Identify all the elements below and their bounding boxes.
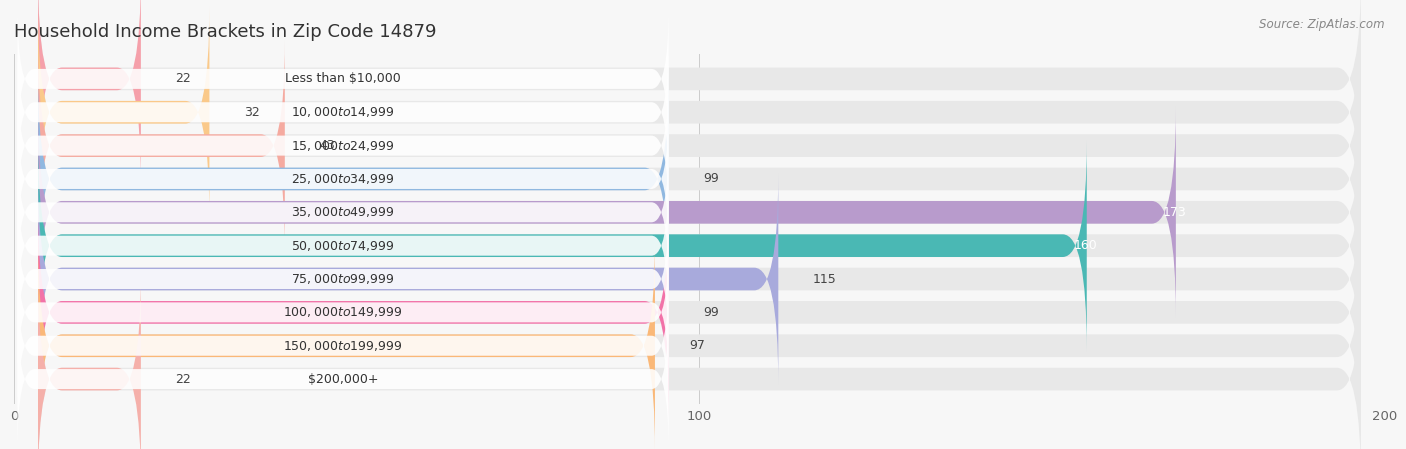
FancyBboxPatch shape — [38, 40, 1361, 251]
FancyBboxPatch shape — [38, 174, 779, 384]
FancyBboxPatch shape — [38, 207, 1361, 418]
Text: 115: 115 — [813, 273, 837, 286]
FancyBboxPatch shape — [17, 172, 669, 319]
Text: 160: 160 — [1073, 239, 1097, 252]
Text: $200,000+: $200,000+ — [308, 373, 378, 386]
Text: 99: 99 — [703, 172, 718, 185]
FancyBboxPatch shape — [38, 140, 1361, 351]
FancyBboxPatch shape — [38, 0, 1361, 184]
Text: $50,000 to $74,999: $50,000 to $74,999 — [291, 239, 395, 253]
Text: 99: 99 — [703, 306, 718, 319]
Text: 173: 173 — [1163, 206, 1187, 219]
FancyBboxPatch shape — [38, 240, 1361, 449]
Text: 97: 97 — [689, 339, 704, 352]
Text: Household Income Brackets in Zip Code 14879: Household Income Brackets in Zip Code 14… — [14, 23, 436, 41]
FancyBboxPatch shape — [17, 273, 669, 419]
FancyBboxPatch shape — [38, 274, 141, 449]
FancyBboxPatch shape — [38, 74, 1361, 284]
Text: Less than $10,000: Less than $10,000 — [285, 72, 401, 85]
FancyBboxPatch shape — [17, 306, 669, 449]
Text: $25,000 to $34,999: $25,000 to $34,999 — [291, 172, 395, 186]
FancyBboxPatch shape — [17, 39, 669, 185]
FancyBboxPatch shape — [38, 7, 1361, 218]
Text: Source: ZipAtlas.com: Source: ZipAtlas.com — [1260, 18, 1385, 31]
FancyBboxPatch shape — [38, 240, 655, 449]
FancyBboxPatch shape — [38, 40, 285, 251]
Text: $150,000 to $199,999: $150,000 to $199,999 — [284, 339, 402, 353]
Text: 43: 43 — [319, 139, 335, 152]
FancyBboxPatch shape — [17, 72, 669, 219]
Text: 22: 22 — [176, 72, 191, 85]
FancyBboxPatch shape — [38, 274, 1361, 449]
FancyBboxPatch shape — [38, 74, 669, 284]
Text: $75,000 to $99,999: $75,000 to $99,999 — [291, 272, 395, 286]
Text: $10,000 to $14,999: $10,000 to $14,999 — [291, 105, 395, 119]
FancyBboxPatch shape — [38, 174, 1361, 384]
Text: $35,000 to $49,999: $35,000 to $49,999 — [291, 205, 395, 219]
FancyBboxPatch shape — [38, 107, 1175, 318]
Text: 22: 22 — [176, 373, 191, 386]
FancyBboxPatch shape — [17, 239, 669, 386]
FancyBboxPatch shape — [38, 7, 209, 218]
Text: 32: 32 — [243, 106, 260, 119]
Text: $100,000 to $149,999: $100,000 to $149,999 — [284, 305, 402, 319]
FancyBboxPatch shape — [17, 206, 669, 352]
FancyBboxPatch shape — [38, 207, 669, 418]
FancyBboxPatch shape — [38, 107, 1361, 318]
FancyBboxPatch shape — [17, 5, 669, 152]
Text: $15,000 to $24,999: $15,000 to $24,999 — [291, 139, 395, 153]
FancyBboxPatch shape — [17, 139, 669, 286]
FancyBboxPatch shape — [38, 140, 1087, 351]
FancyBboxPatch shape — [17, 106, 669, 252]
FancyBboxPatch shape — [38, 0, 141, 184]
